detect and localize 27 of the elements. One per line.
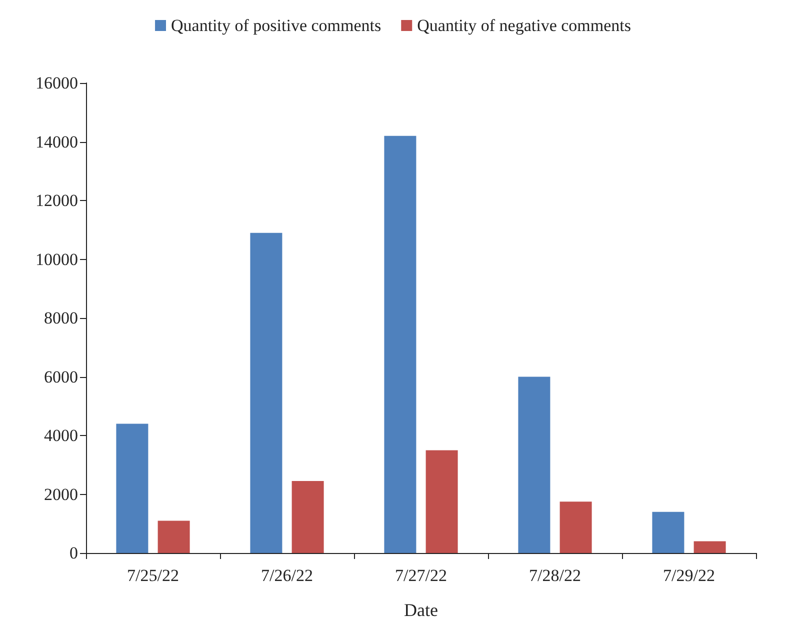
legend-label: Quantity of negative comments: [417, 16, 631, 35]
y-tick-label: 8000: [44, 308, 78, 328]
bar: [426, 450, 458, 553]
y-tick-label: 6000: [44, 367, 78, 386]
x-tick-label: 7/26/22: [261, 566, 313, 585]
legend-label: Quantity of positive comments: [171, 16, 382, 35]
bar: [652, 512, 684, 553]
x-tick-label: 7/28/22: [529, 566, 581, 585]
y-tick-label: 4000: [44, 426, 78, 445]
y-tick-label: 2000: [44, 484, 78, 504]
bar: [116, 424, 148, 553]
y-tick-label: 10000: [36, 250, 78, 269]
bar: [694, 541, 726, 553]
y-tick-label: 14000: [36, 132, 78, 152]
y-tick-label: 0: [70, 544, 78, 562]
x-tick-label: 7/27/22: [395, 566, 447, 585]
bar: [292, 481, 324, 553]
x-tick-label: 7/25/22: [127, 566, 179, 585]
bar: [560, 502, 592, 553]
x-axis-title: Date: [404, 600, 438, 620]
bar: [158, 520, 190, 553]
bar: [518, 376, 550, 553]
y-tick-label: 12000: [36, 191, 78, 210]
y-tick-label: 16000: [36, 74, 78, 92]
x-tick-label: 7/29/22: [663, 566, 715, 585]
bar: [250, 232, 282, 553]
bar: [384, 136, 416, 553]
